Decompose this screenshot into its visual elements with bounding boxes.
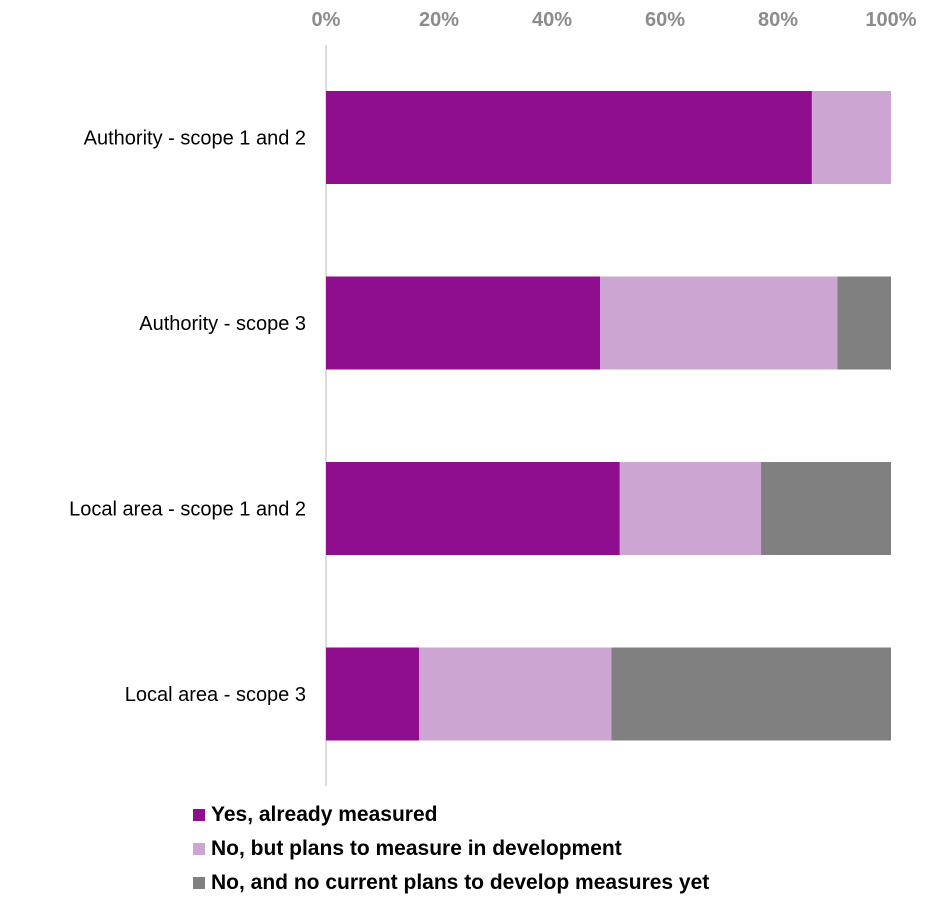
bar-segment-series-1 xyxy=(326,462,620,555)
legend-swatch xyxy=(193,809,205,821)
category-labels: Authority - scope 1 and 2 Authority - sco… xyxy=(69,128,306,707)
legend-swatch xyxy=(193,843,205,855)
stacked-bar-chart: 0% 20% 40% 60% 80% 100% Authority - scope 1 a… xyxy=(69,9,917,786)
bar-segment-series-2 xyxy=(811,91,891,184)
bar-segment-series-1 xyxy=(326,91,812,184)
bar-segment-series-3 xyxy=(761,462,891,555)
legend-label: Yes, already measured xyxy=(211,803,438,826)
bar-segment-series-2 xyxy=(600,276,838,370)
category-label: Authority - scope 1 and 2 xyxy=(84,128,306,150)
legend-item: No, and no current plans to develop meas… xyxy=(193,866,913,900)
bar-segment-series-1 xyxy=(326,647,420,741)
x-tick-label: 80% xyxy=(758,9,798,31)
x-tick-label: 40% xyxy=(532,9,572,31)
legend-swatch xyxy=(193,877,205,889)
legend-label: No, and no current plans to develop meas… xyxy=(211,871,710,894)
bar-segment-series-3 xyxy=(611,647,891,741)
x-tick-label: 0% xyxy=(312,9,341,31)
bar-segment-series-2 xyxy=(419,647,612,741)
category-label: Local area - scope 3 xyxy=(125,684,306,706)
bar-segment-series-1 xyxy=(326,276,601,370)
x-tick-label: 60% xyxy=(645,9,685,31)
bars xyxy=(326,91,891,741)
legend-item: Yes, already measured xyxy=(193,798,913,832)
x-tick-label: 100% xyxy=(865,9,916,31)
legend-label: No, but plans to measure in development xyxy=(211,837,622,860)
x-tick-label: 20% xyxy=(419,9,459,31)
legend: Yes, already measured No, but plans to me… xyxy=(193,798,913,900)
bar-segment-series-2 xyxy=(619,462,762,555)
category-label: Authority - scope 3 xyxy=(139,313,306,335)
legend-item: No, but plans to measure in development xyxy=(193,832,913,866)
bar-segment-series-3 xyxy=(837,276,891,370)
category-label: Local area - scope 1 and 2 xyxy=(69,499,306,521)
x-axis-ticks: 0% 20% 40% 60% 80% 100% xyxy=(312,9,917,31)
